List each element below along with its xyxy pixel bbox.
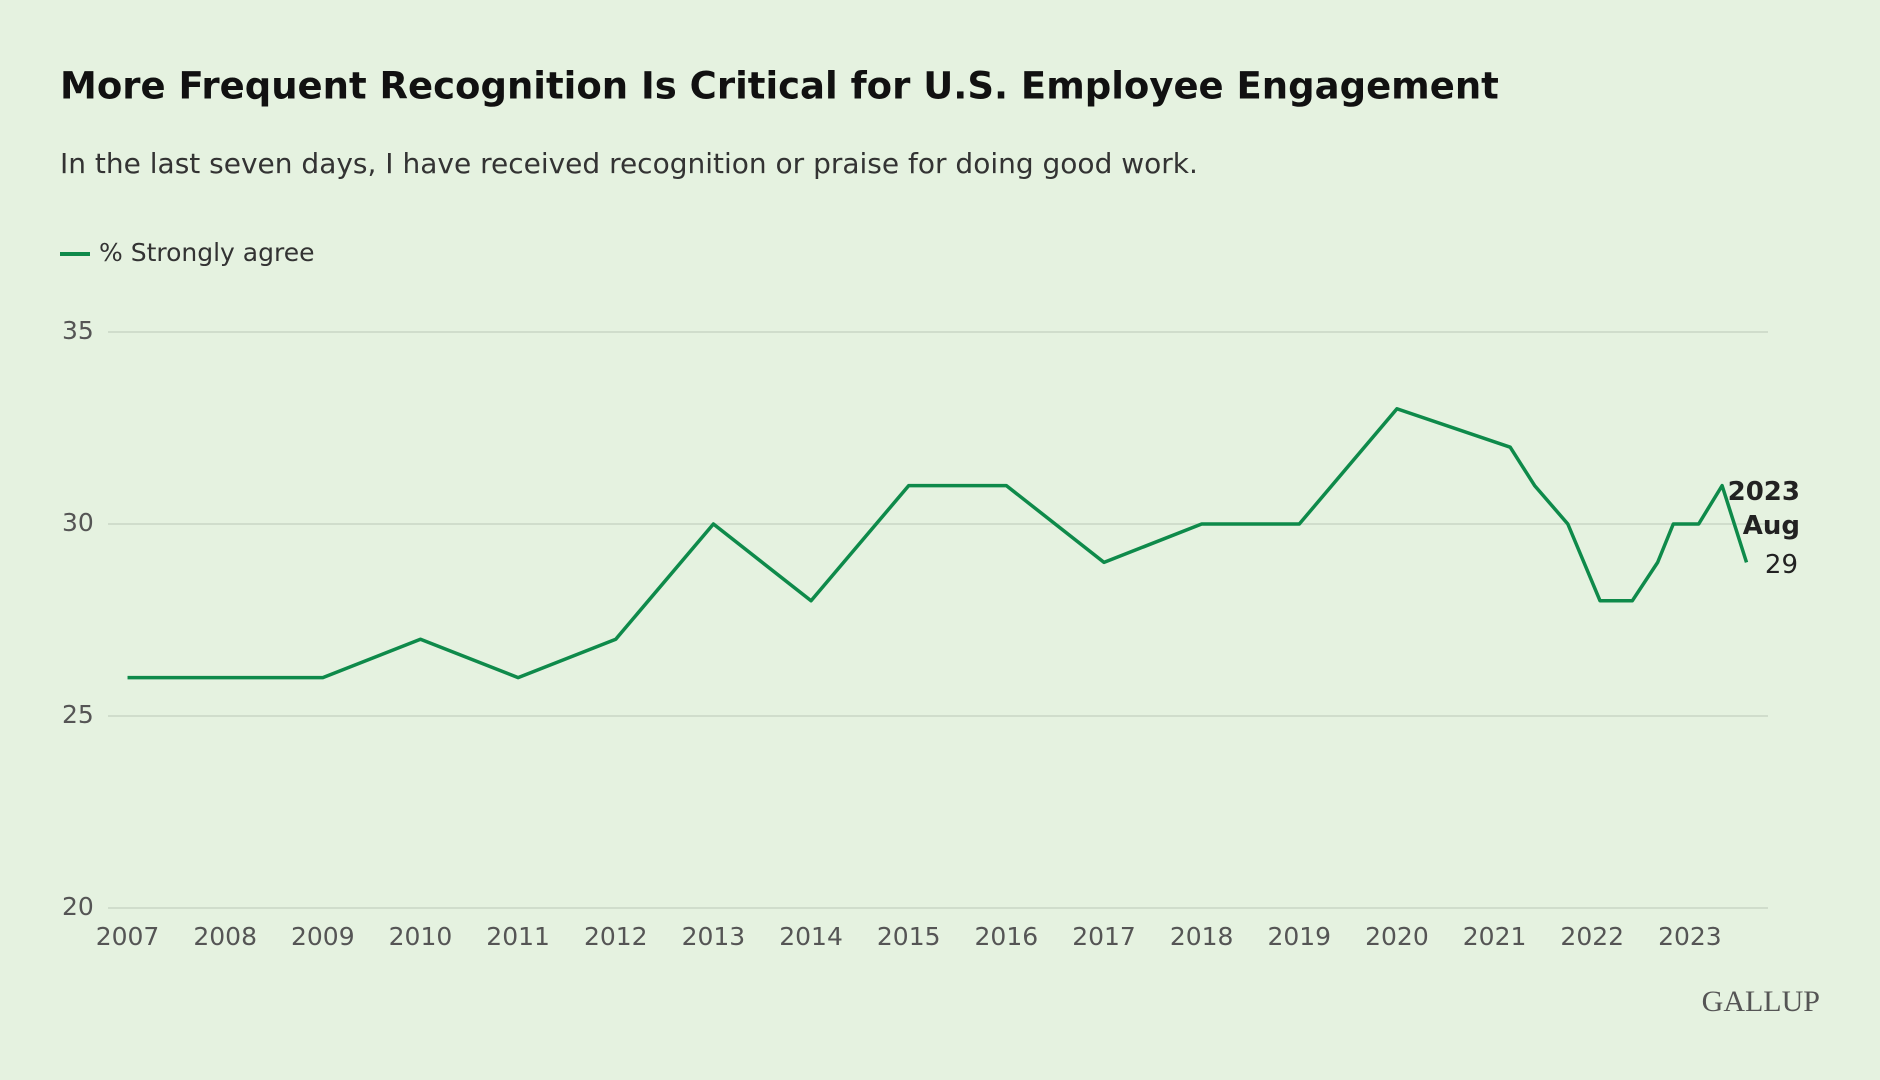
x-tick-label: 2022 <box>1560 922 1624 951</box>
y-tick-label: 30 <box>62 508 94 537</box>
end-value-label: 29 <box>1765 550 1798 580</box>
x-tick-label: 2015 <box>877 922 941 951</box>
x-tick-label: 2009 <box>291 922 355 951</box>
data-line <box>127 407 1749 680</box>
x-tick-label: 2016 <box>975 922 1039 951</box>
chart-title: More Frequent Recognition Is Critical fo… <box>60 65 1499 108</box>
x-tick-label: 2023 <box>1658 922 1722 951</box>
x-tick-label: 2008 <box>193 922 257 951</box>
x-tick-label: 2012 <box>584 922 648 951</box>
x-tick-label: 2010 <box>389 922 453 951</box>
brand-logo: GALLUP <box>1702 985 1820 1018</box>
x-tick-label: 2013 <box>682 922 746 951</box>
end-annotation: Aug <box>1743 511 1800 541</box>
x-tick-label: 2017 <box>1072 922 1136 951</box>
x-tick-label: 2011 <box>486 922 550 951</box>
x-tick-label: 2020 <box>1365 922 1429 951</box>
x-tick-label: 2014 <box>779 922 843 951</box>
chart-subtitle: In the last seven days, I have received … <box>60 147 1198 180</box>
x-tick-label: 2018 <box>1170 922 1234 951</box>
x-tick-label: 2021 <box>1463 922 1527 951</box>
end-annotation: 2023 <box>1728 477 1800 507</box>
x-tick-label: 2007 <box>96 922 160 951</box>
legend-label: % Strongly agree <box>99 238 314 267</box>
y-tick-label: 20 <box>62 892 94 921</box>
y-tick-label: 35 <box>62 316 94 345</box>
x-tick-label: 2019 <box>1267 922 1331 951</box>
y-tick-label: 25 <box>62 700 94 729</box>
